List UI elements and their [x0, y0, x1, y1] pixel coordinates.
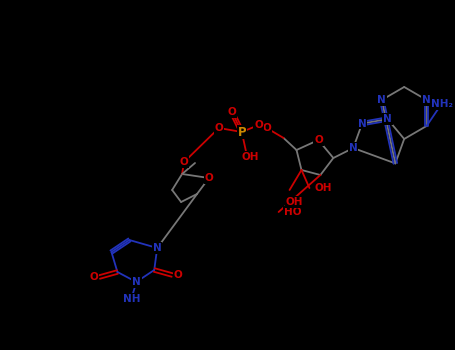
Text: N: N: [383, 114, 392, 124]
Text: HO: HO: [283, 207, 301, 217]
Text: N: N: [422, 95, 431, 105]
Text: N: N: [132, 277, 141, 287]
Text: O: O: [180, 157, 188, 167]
Text: O: O: [228, 107, 236, 117]
Text: O: O: [314, 135, 323, 145]
Text: P: P: [238, 126, 246, 139]
Text: N: N: [349, 143, 358, 153]
Text: O: O: [89, 272, 98, 282]
Text: NH₂: NH₂: [430, 99, 453, 109]
Text: N: N: [153, 243, 162, 253]
Text: N: N: [358, 119, 366, 128]
Text: NH: NH: [122, 294, 140, 304]
Text: O: O: [262, 123, 271, 133]
Text: O: O: [254, 120, 263, 130]
Text: OH: OH: [314, 183, 332, 193]
Text: O: O: [205, 173, 213, 183]
Text: O: O: [214, 123, 223, 133]
Text: OH: OH: [241, 152, 258, 162]
Text: OH: OH: [286, 197, 303, 207]
Text: O: O: [174, 270, 182, 280]
Text: N: N: [377, 95, 386, 105]
